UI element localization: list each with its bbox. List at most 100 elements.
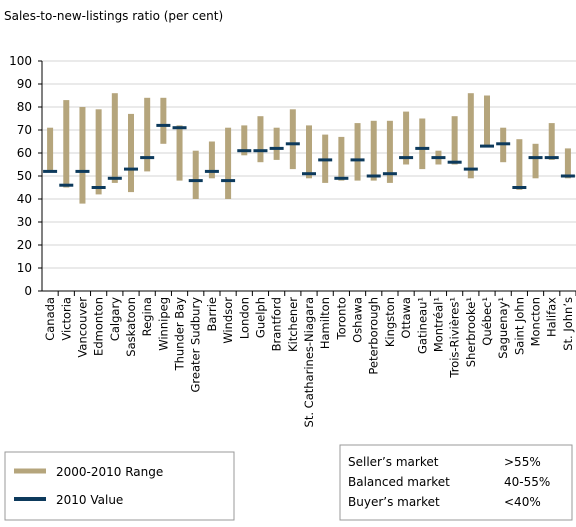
range-bar bbox=[386, 120, 393, 183]
range-bar bbox=[128, 113, 134, 193]
x-tick-label: Hamilton bbox=[318, 297, 332, 349]
y-tick-label: 90 bbox=[17, 77, 32, 91]
range-bar bbox=[467, 93, 474, 179]
x-tick-label: Kitchener bbox=[286, 297, 300, 352]
x-tick-label: Peterborough bbox=[367, 297, 381, 375]
y-tick-label: 30 bbox=[17, 215, 32, 229]
value-marker bbox=[528, 156, 543, 160]
value-marker bbox=[75, 169, 90, 173]
legend-label: 2010 Value bbox=[56, 493, 123, 507]
x-tick-label: Montréal¹ bbox=[431, 297, 445, 352]
value-marker bbox=[544, 156, 559, 160]
range-bar bbox=[484, 95, 490, 147]
value-marker bbox=[253, 149, 268, 153]
range-bar bbox=[63, 100, 70, 188]
x-tick-label: Ottawa bbox=[399, 297, 413, 339]
range-bar bbox=[241, 125, 248, 156]
chart-title: Sales-to-new-listings ratio (per cent) bbox=[4, 9, 223, 23]
y-tick-label: 0 bbox=[24, 284, 32, 298]
range-bar bbox=[354, 123, 361, 181]
value-marker bbox=[188, 179, 203, 183]
value-marker bbox=[140, 156, 155, 160]
range-bar bbox=[192, 150, 199, 199]
range-bar bbox=[257, 116, 264, 163]
value-marker bbox=[91, 186, 106, 189]
range-bar bbox=[144, 97, 151, 172]
key-label: Balanced market bbox=[348, 475, 450, 489]
range-bar bbox=[95, 109, 102, 195]
value-marker bbox=[560, 174, 575, 178]
key-range: >55% bbox=[504, 455, 541, 469]
x-tick-label: Saint John bbox=[512, 297, 526, 355]
value-marker bbox=[366, 174, 381, 178]
value-marker bbox=[350, 158, 365, 162]
key-label: Buyer’s market bbox=[348, 495, 440, 509]
x-tick-label: Greater Sudbury bbox=[189, 297, 203, 393]
value-marker bbox=[156, 123, 171, 127]
range-bar bbox=[564, 148, 571, 179]
x-tick-label: Winnipeg bbox=[156, 297, 170, 351]
x-tick-label: St. Catharines-Niagara bbox=[302, 297, 316, 427]
value-marker bbox=[431, 156, 446, 160]
y-tick-label: 70 bbox=[17, 123, 32, 137]
value-marker bbox=[480, 144, 494, 148]
key-range: <40% bbox=[504, 495, 541, 509]
range-bar bbox=[403, 111, 410, 165]
x-tick-label: Victoria bbox=[59, 297, 73, 341]
value-marker bbox=[382, 172, 397, 176]
range-bar bbox=[289, 109, 296, 170]
y-tick-label: 20 bbox=[17, 238, 32, 252]
range-bar bbox=[176, 125, 183, 181]
x-tick-label: Canada bbox=[43, 297, 57, 341]
value-marker bbox=[237, 149, 252, 153]
y-tick-label: 80 bbox=[17, 100, 32, 114]
x-tick-label: Vancouver bbox=[75, 297, 89, 358]
legend-box bbox=[4, 451, 235, 521]
x-tick-label: Windsor bbox=[221, 297, 235, 344]
value-marker bbox=[285, 142, 300, 146]
value-marker bbox=[269, 146, 284, 150]
range-bar bbox=[370, 120, 377, 181]
x-tick-label: Trois-Rivières¹ bbox=[448, 297, 462, 379]
y-tick-label: 10 bbox=[17, 261, 32, 275]
value-marker bbox=[107, 176, 122, 180]
y-tick-label: 100 bbox=[9, 54, 32, 68]
y-tick-label: 40 bbox=[17, 192, 32, 206]
legend-label: 2000-2010 Range bbox=[56, 465, 163, 479]
range-bar bbox=[516, 139, 523, 190]
x-tick-label: Brantford bbox=[270, 297, 284, 351]
range-bar bbox=[273, 127, 280, 160]
x-tick-label: Barrie bbox=[205, 297, 219, 331]
x-tick-label: Toronto bbox=[334, 297, 348, 340]
range-bar bbox=[79, 107, 86, 204]
x-tick-label: Québec¹ bbox=[480, 297, 494, 346]
value-marker bbox=[463, 167, 478, 171]
value-marker bbox=[334, 176, 349, 180]
value-marker bbox=[512, 186, 527, 189]
range-bar bbox=[225, 127, 232, 199]
x-tick-label: Edmonton bbox=[92, 297, 106, 356]
range-bar bbox=[160, 97, 167, 144]
x-tick-label: Thunder Bay bbox=[173, 297, 187, 372]
y-tick-label: 50 bbox=[17, 169, 32, 183]
range-bar bbox=[338, 136, 345, 181]
y-tick-label: 60 bbox=[17, 146, 32, 160]
range-bar bbox=[548, 123, 555, 160]
x-tick-label: Moncton bbox=[529, 297, 543, 346]
key-range: 40-55% bbox=[504, 475, 550, 489]
value-marker bbox=[399, 156, 414, 160]
x-tick-label: Calgary bbox=[108, 297, 122, 341]
value-marker bbox=[221, 179, 236, 183]
value-marker bbox=[415, 146, 430, 150]
range-bar bbox=[306, 125, 312, 179]
range-bar bbox=[532, 143, 539, 179]
value-marker bbox=[43, 169, 58, 173]
value-marker bbox=[124, 167, 138, 171]
range-bar bbox=[111, 93, 118, 183]
value-marker bbox=[496, 142, 511, 146]
key-box bbox=[339, 444, 573, 521]
range-bar bbox=[208, 141, 215, 179]
x-tick-label: Saskatoon bbox=[124, 297, 138, 357]
range-bar bbox=[47, 127, 54, 172]
